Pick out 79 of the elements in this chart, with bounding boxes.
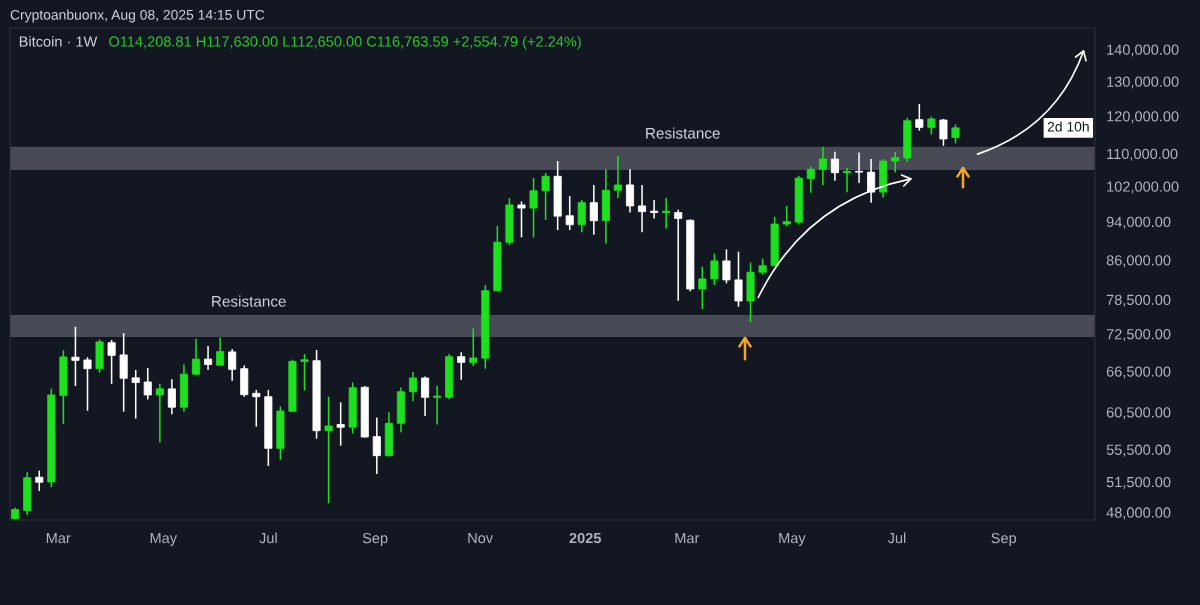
band-label: Resistance	[646, 127, 720, 139]
candlestick	[421, 375, 430, 417]
candlestick	[951, 123, 960, 145]
candlestick	[469, 327, 478, 367]
candlestick	[662, 197, 671, 230]
candlestick	[119, 332, 128, 413]
candlestick	[613, 155, 622, 199]
candlestick	[541, 172, 550, 221]
candlestick	[565, 195, 574, 231]
candlestick	[782, 205, 791, 228]
x-tick-label: Sep	[991, 532, 1017, 547]
candlestick	[167, 378, 176, 416]
candlestick	[891, 151, 900, 174]
candlestick	[83, 356, 92, 412]
candlestick	[734, 250, 743, 308]
candlestick	[155, 383, 164, 444]
candlestick	[710, 252, 719, 286]
candlestick	[855, 151, 864, 184]
candlestick	[228, 348, 237, 382]
candlestick	[517, 200, 526, 239]
candlestick	[433, 385, 442, 426]
y-tick-label: 48,000.00	[1106, 507, 1171, 520]
x-tick-label: Jul	[259, 532, 277, 544]
candlestick	[252, 389, 261, 428]
y-tick-label: 66,500.00	[1106, 366, 1171, 379]
x-tick-label: May	[779, 533, 806, 547]
text: Cryptoanbuonx, Aug 08, 2025 14:15 UTC	[10, 9, 265, 23]
chart-title: Bitcoin · 1W	[19, 35, 98, 47]
candlestick	[216, 336, 225, 367]
candlestick	[589, 184, 598, 236]
candlestick	[336, 401, 345, 447]
y-tick-label: 60,500.00	[1106, 407, 1171, 420]
candlestick	[638, 184, 647, 234]
candlestick	[143, 367, 152, 401]
candlestick	[457, 351, 466, 381]
x-tick-label: May	[150, 533, 178, 547]
y-tick-label: 78,500.00	[1106, 294, 1171, 307]
candlestick	[408, 371, 418, 402]
candlestick	[830, 150, 839, 182]
y-tick-label: 110,000.00	[1107, 148, 1178, 161]
candlestick	[71, 325, 80, 387]
candlestick	[324, 395, 333, 505]
x-tick-label: Mar	[675, 533, 700, 544]
candlestick	[577, 199, 586, 234]
x-tick-label: Jul	[887, 532, 906, 544]
candlestick	[674, 209, 683, 302]
candlestick	[35, 469, 44, 492]
candlestick	[915, 103, 924, 132]
candlestick	[107, 339, 116, 385]
band-label: Resistance	[212, 295, 286, 307]
x-tick-label: Mar	[46, 533, 71, 544]
candlestick	[818, 145, 827, 186]
candlestick	[939, 118, 948, 147]
candlestick	[806, 166, 815, 194]
candlestick	[650, 199, 659, 220]
y-tick-label: 94,000.00	[1106, 216, 1171, 229]
y-tick-label: 86,000.00	[1106, 255, 1171, 268]
x-tick-label: Sep	[362, 532, 388, 547]
y-tick-label: 55,500.00	[1106, 444, 1171, 457]
candlestick	[722, 248, 731, 285]
candlestick	[191, 337, 201, 376]
text: O114,208.81 H117,630.00 L112,650.00 C116,763.59 +2,554.79 (+2.24%)	[109, 35, 581, 50]
candlestick	[625, 168, 635, 214]
y-tick-label: 140,000.00	[1107, 44, 1179, 57]
candlestick	[131, 369, 140, 420]
candlestick	[529, 177, 538, 239]
x-tick-label: 2025	[569, 532, 602, 544]
candlestick	[300, 353, 309, 392]
y-tick-label: 130,000.00	[1107, 76, 1179, 89]
y-tick-label: 51,500.00	[1106, 476, 1171, 489]
candlestick	[372, 416, 381, 475]
candlestick	[204, 345, 213, 371]
candlestick	[698, 265, 707, 310]
y-tick-label: 120,000.00	[1107, 111, 1179, 124]
y-tick-label: 72,500.00	[1106, 329, 1171, 342]
annotation: 2d 10h	[1047, 121, 1089, 132]
y-tick-label: 102,000.00	[1107, 181, 1179, 194]
candlestick	[842, 167, 852, 194]
x-tick-label: Nov	[468, 533, 494, 544]
